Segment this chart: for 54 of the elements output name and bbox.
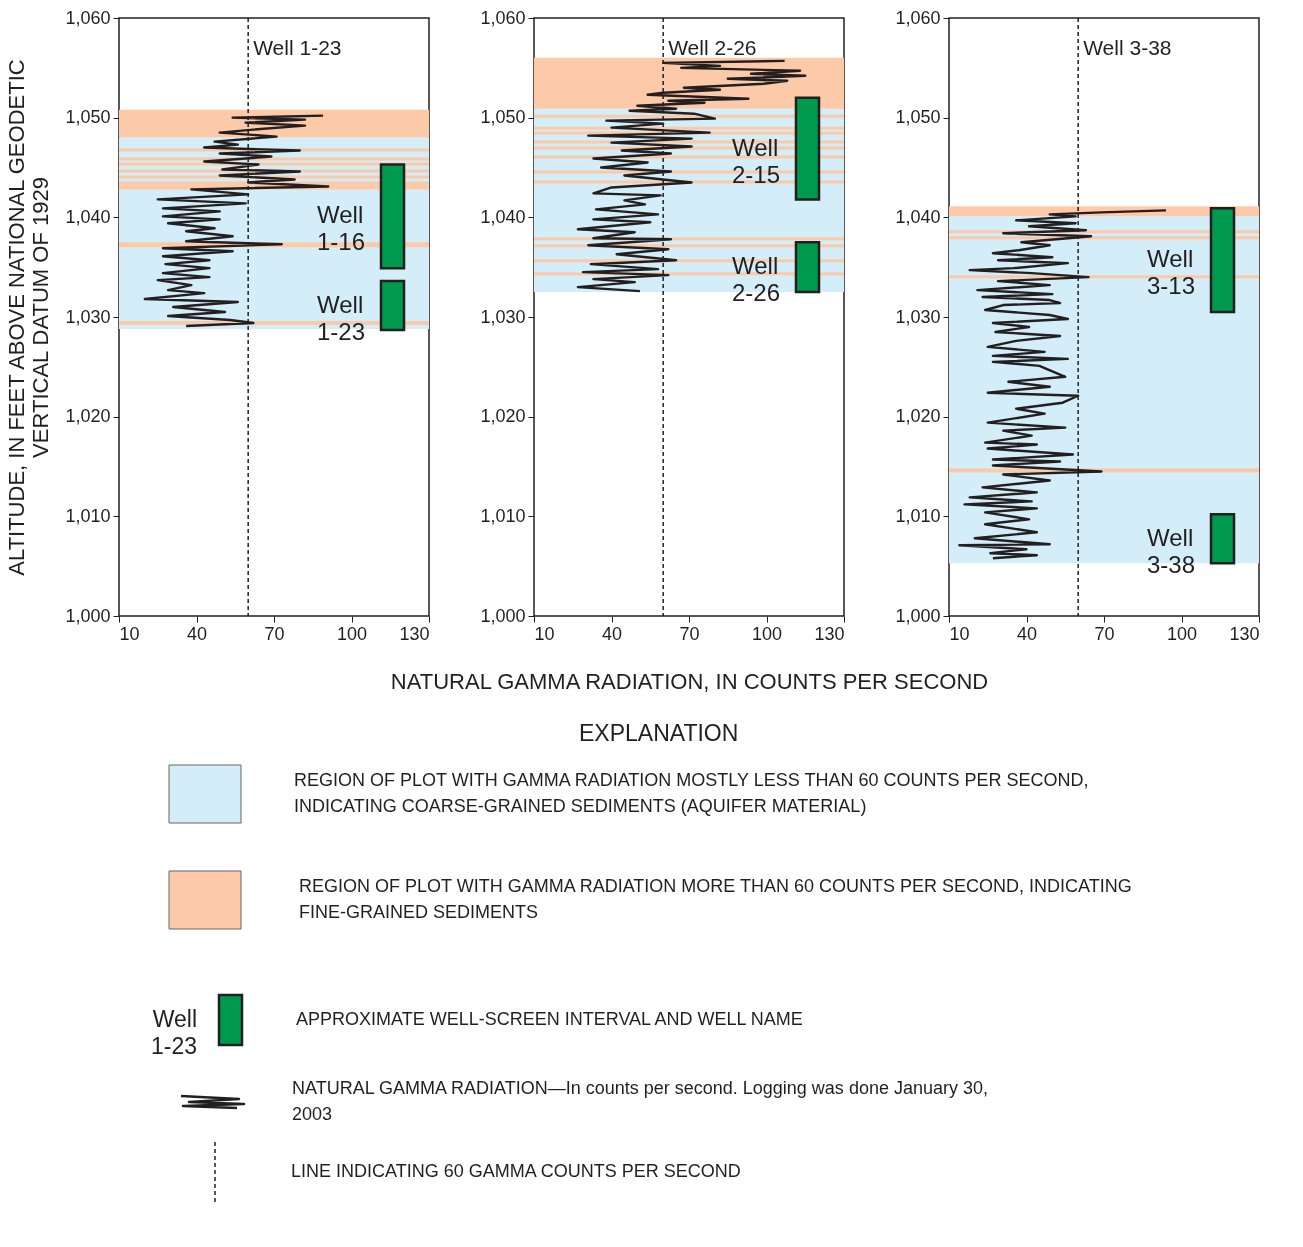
y-tick-label: 1,020 (895, 406, 941, 427)
text: REGION OF PLOT WITH GAMMA RADIATION MOSTLY LESS THAN 60 COUNTS PER SECOND, INDICATING COARSE-GRAINED SEDIMENTS (AQUIFER MATERIAL) (294, 770, 1089, 816)
x-tick-label: 10 (119, 623, 140, 644)
x-axis-title: NATURAL GAMMA RADIATION, IN COUNTS PER SECOND (390, 668, 989, 694)
y-tick-label: 1,030 (895, 306, 941, 327)
band-label: Well 3-38 (1147, 523, 1196, 578)
x-tick-label: 70 (264, 623, 285, 644)
text: APPROXIMATE WELL-SCREEN INTERVAL AND WELL NAME (296, 1009, 803, 1029)
y-tick-label: 1,040 (65, 206, 111, 227)
x-tick-label: 40 (601, 623, 623, 644)
y-tick-label: 1,000 (895, 605, 941, 626)
x-tick-label: 100 (751, 623, 783, 644)
x-tick-label: 40 (186, 623, 208, 644)
ref-line-label: Well 3-38 (1083, 36, 1172, 59)
x-tick-label: 130 (399, 623, 430, 644)
band-label: Well 2-15 (732, 133, 781, 188)
ref-line-label: Well 1-23 (253, 36, 342, 59)
band-label: Well 1-23 (317, 290, 366, 345)
y-tick-label: 1,020 (480, 406, 526, 427)
ref-line-label: Well 2-26 (668, 36, 757, 59)
y-tick-label: 1,040 (480, 206, 526, 227)
band-label: Well 1-16 (317, 201, 366, 256)
y-tick-label: 1,060 (895, 7, 941, 28)
y-tick-label: 1,050 (480, 107, 526, 128)
text: Well 1-23 (150, 1006, 197, 1059)
x-tick-label: 70 (679, 623, 700, 644)
y-tick-label: 1,040 (895, 206, 941, 227)
y-tick-label: 1,000 (480, 605, 526, 626)
y-tick-label: 1,010 (895, 505, 941, 526)
band-label: Well 2-26 (732, 252, 781, 307)
x-tick-label: 130 (1229, 623, 1260, 644)
y-tick-label: 1,000 (65, 605, 111, 626)
x-tick-label: 40 (1016, 623, 1038, 644)
x-tick-label: 70 (1094, 623, 1115, 644)
x-tick-label: 10 (949, 623, 970, 644)
y-tick-label: 1,050 (65, 107, 111, 128)
text: REGION OF PLOT WITH GAMMA RADIATION MORE THAN 60 COUNTS PER SECOND, INDICATING FINE-GRAINED SEDIMENTS (299, 876, 1132, 922)
y-tick-label: 1,010 (65, 505, 111, 526)
band-label: Well 3-13 (1147, 245, 1196, 300)
x-tick-label: 100 (1166, 623, 1198, 644)
y-axis-title: ALTITUDE, IN FEET ABOVE NATIONAL GEODETIC VERTICAL DATUM OF 1929 (4, 59, 54, 576)
y-tick-label: 1,030 (480, 306, 526, 327)
x-tick-label: 130 (814, 623, 845, 644)
y-tick-label: 1,060 (480, 7, 526, 28)
y-tick-label: 1,010 (480, 505, 526, 526)
text: EXPLANATION (579, 720, 739, 746)
y-tick-label: 1,060 (65, 7, 111, 28)
text: NATURAL GAMMA RADIATION—In counts per second. Logging was done January 30, 2003 (292, 1078, 988, 1124)
y-tick-label: 1,050 (895, 107, 941, 128)
y-tick-label: 1,030 (65, 306, 111, 327)
x-tick-label: 10 (534, 623, 555, 644)
y-tick-label: 1,020 (65, 406, 111, 427)
text: LINE INDICATING 60 GAMMA COUNTS PER SECOND (291, 1161, 741, 1181)
x-tick-label: 100 (336, 623, 368, 644)
